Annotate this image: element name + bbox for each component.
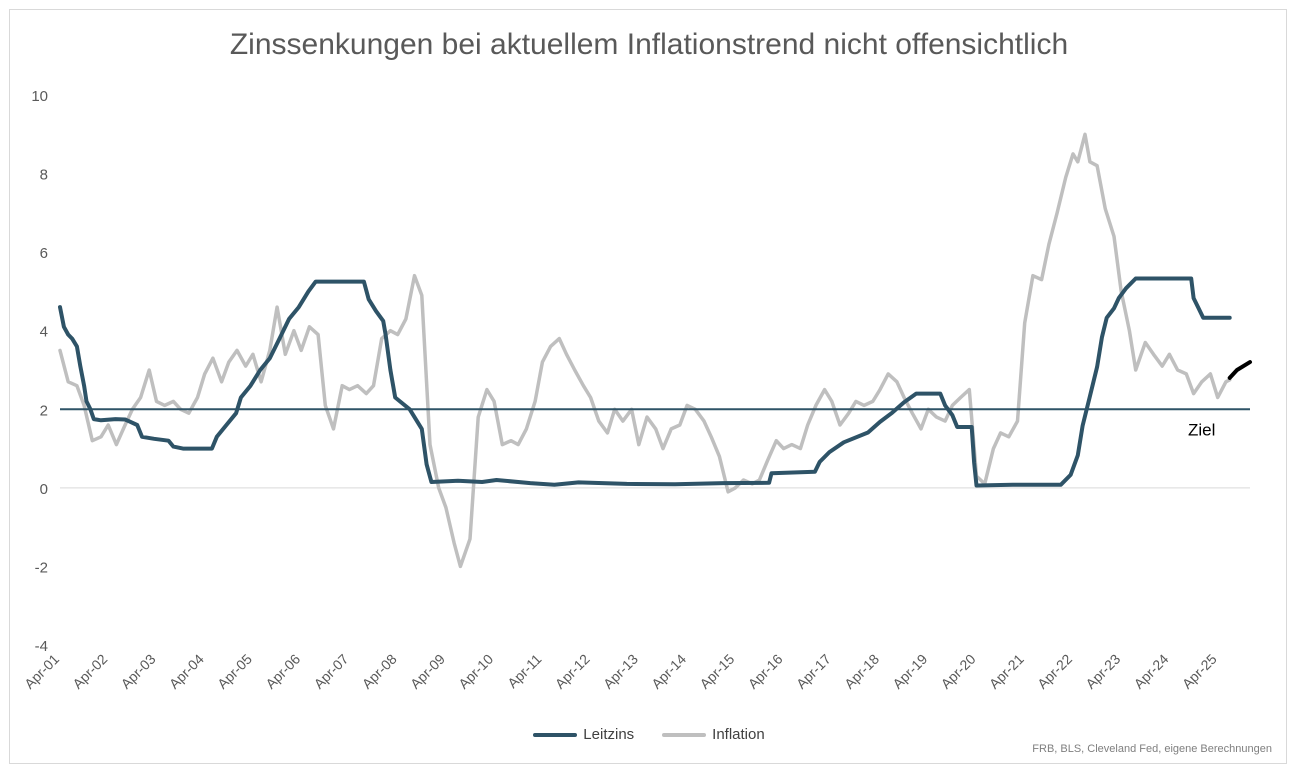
x-tick-label: Apr-19 [889, 651, 930, 692]
y-tick-label: -4 [35, 638, 48, 655]
chart-title: Zinssenkungen bei aktuellem Inflationstr… [229, 28, 1069, 61]
x-tick-label: Apr-01 [21, 651, 62, 692]
x-tick-label: Apr-21 [986, 651, 1027, 692]
legend-item-inflation[interactable]: Inflation [662, 726, 765, 743]
x-tick-label: Apr-12 [552, 651, 593, 692]
legend-swatch-leitzins [533, 732, 578, 737]
y-tick-label: 2 [40, 402, 48, 419]
y-tick-label: 4 [40, 324, 48, 341]
x-tick-label: Apr-06 [262, 651, 303, 692]
x-tick-label: Apr-16 [745, 651, 786, 692]
y-tick-label: -2 [35, 559, 48, 576]
x-tick-label: Apr-22 [1034, 651, 1075, 692]
target-layer: Ziel [60, 408, 1250, 439]
x-tick-label: Apr-20 [938, 651, 979, 692]
y-axis: -4 -2 0 2 4 6 8 10 [31, 88, 48, 655]
x-tick-label: Apr-11 [504, 651, 544, 691]
x-tick-label: Apr-15 [696, 651, 737, 692]
source-note: FRB, BLS, Cleveland Fed, eigene Berechnu… [1032, 743, 1272, 755]
x-tick-label: Apr-04 [166, 651, 207, 692]
chart-frame [9, 9, 1287, 764]
series-layer [58, 132, 1252, 569]
y-tick-label: 10 [31, 88, 48, 105]
x-tick-label: Apr-07 [311, 651, 352, 692]
series-line-inflation [58, 132, 1232, 569]
legend-label-inflation: Inflation [712, 726, 765, 743]
y-tick-label: 0 [40, 481, 48, 498]
y-tick-label: 8 [40, 167, 48, 184]
x-tick-label: Apr-25 [1179, 651, 1220, 692]
legend-swatch-inflation [662, 732, 707, 737]
x-tick-label: Apr-05 [214, 651, 255, 692]
x-tick-label: Apr-18 [841, 651, 882, 692]
x-tick-label: Apr-10 [455, 651, 496, 692]
x-tick-label: Apr-02 [69, 651, 110, 692]
x-tick-label: Apr-14 [648, 651, 689, 692]
x-tick-label: Apr-09 [407, 651, 448, 692]
x-axis: Apr-01 Apr-02 Apr-03 Apr-04 Apr-05 Apr-06 Apr-… [21, 487, 1250, 692]
x-tick-label: Apr-17 [793, 651, 834, 692]
x-tick-label: Apr-24 [1131, 651, 1172, 692]
x-tick-label: Apr-08 [359, 651, 400, 692]
x-tick-label: Apr-13 [600, 651, 641, 692]
x-tick-label: Apr-23 [1082, 651, 1123, 692]
target-label: Ziel [1188, 420, 1215, 439]
series-line-forecast [1227, 360, 1252, 380]
series-line-leitzins [58, 276, 1232, 488]
legend-label-leitzins: Leitzins [583, 726, 635, 743]
legend: Leitzins Inflation [0, 726, 1298, 743]
legend-item-leitzins[interactable]: Leitzins [533, 726, 634, 743]
x-tick-label: Apr-03 [118, 651, 159, 692]
y-tick-label: 6 [40, 245, 48, 262]
